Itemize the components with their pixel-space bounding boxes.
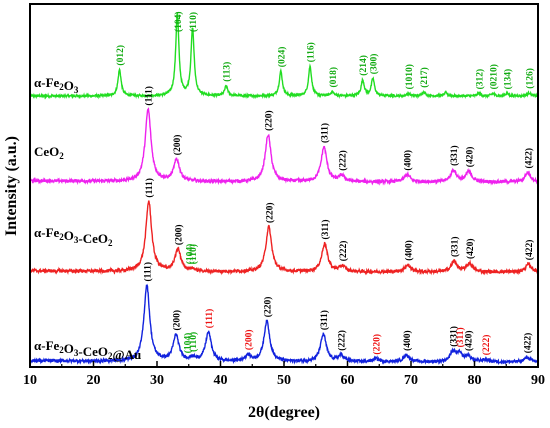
x-axis-title: 2θ(degree)	[248, 404, 320, 421]
peak-label: (104)	[173, 11, 184, 32]
peak-label: (331)	[448, 326, 459, 347]
peak-label: (331)	[449, 145, 460, 166]
peak-label: (018)	[328, 67, 339, 88]
peak-label: (113)	[222, 62, 233, 82]
series-line-2	[29, 107, 539, 186]
peak-label: (312)	[474, 69, 485, 90]
peak-label: (422)	[523, 333, 534, 354]
peak-label: (012)	[115, 45, 126, 66]
peak-label: (024)	[276, 47, 287, 68]
peak-label: (111)	[144, 86, 155, 106]
peak-label: (214)	[358, 55, 369, 76]
peak-label: (220)	[264, 202, 275, 223]
peak-label: (200)	[243, 330, 254, 351]
x-tick-label: 20	[87, 373, 101, 388]
peak-label: (200)	[174, 225, 185, 246]
series-layer	[29, 12, 539, 366]
peak-label: (200)	[172, 135, 183, 156]
series-label-3: α-Fe2O3-CeO2	[34, 225, 113, 248]
x-tick-label: 80	[468, 373, 482, 388]
peak-label: (331)	[450, 236, 461, 257]
peak-label: (422)	[523, 148, 534, 169]
peak-label: (1010)	[404, 64, 415, 89]
peak-label: (400)	[403, 240, 414, 261]
peak-label: (111)	[144, 178, 155, 198]
peak-label: (104)	[184, 244, 195, 265]
series-name-layer: α-Fe2O3 CeO2 α-Fe2O3-CeO2 α-Fe2O3-CeO2@Au	[34, 75, 141, 362]
peak-label: (110)	[188, 244, 199, 264]
peak-label: (220)	[264, 110, 275, 131]
peak-label: (222)	[338, 241, 349, 262]
peak-label: (422)	[524, 240, 535, 261]
peak-label: (222)	[481, 335, 492, 356]
peak-label-layer: (012)(104) (110)(113)(024) (116)(018)(214)…	[115, 11, 536, 355]
x-tick-label: 90	[531, 373, 545, 388]
y-axis-title: Intensity (a.u.)	[3, 136, 20, 236]
series-label-4: α-Fe2O3-CeO2@Au	[34, 338, 141, 362]
peak-label: (116)	[306, 42, 317, 62]
peak-label: (0210)	[488, 64, 499, 89]
peak-label: (126)	[525, 68, 536, 89]
peak-label: (311)	[455, 327, 466, 347]
x-tick-label: 30	[150, 373, 164, 388]
peak-label: (110)	[188, 12, 199, 32]
peak-label: (420)	[464, 147, 475, 168]
peak-label: (134)	[502, 69, 513, 90]
peak-label: (111)	[204, 309, 215, 329]
series-line-1	[29, 12, 539, 100]
peak-label: (300)	[368, 54, 379, 75]
peak-label: (110)	[188, 332, 199, 352]
series-line-4	[29, 283, 539, 366]
peak-label: (217)	[419, 67, 430, 88]
peak-label: (111)	[142, 262, 153, 282]
peak-label: (222)	[337, 330, 348, 351]
series-label-1: α-Fe2O3	[34, 75, 79, 95]
series-line-3	[29, 200, 539, 276]
peak-label: (200)	[172, 310, 183, 331]
peak-label: (220)	[262, 297, 273, 318]
peak-label: (420)	[465, 238, 476, 259]
series-label-2: CeO2	[34, 144, 64, 161]
peak-label: (400)	[403, 150, 414, 171]
x-tick-label: 50	[277, 373, 291, 388]
x-tick-label: 70	[404, 373, 418, 388]
peak-label: (311)	[320, 123, 331, 143]
peak-label: (311)	[320, 219, 331, 239]
peak-label: (400)	[402, 330, 413, 351]
peak-label: (220)	[372, 334, 383, 355]
peak-label: (104)	[182, 333, 193, 354]
peak-label: (420)	[464, 330, 475, 351]
x-tick-label: 10	[23, 373, 37, 388]
peak-label: (222)	[337, 150, 348, 171]
x-tick-label: 40	[214, 373, 228, 388]
peak-label: (311)	[319, 310, 330, 330]
x-axis-ticks: 10 20 30 40 50 60 70 80 90	[23, 361, 545, 388]
x-tick-label: 60	[341, 373, 355, 388]
